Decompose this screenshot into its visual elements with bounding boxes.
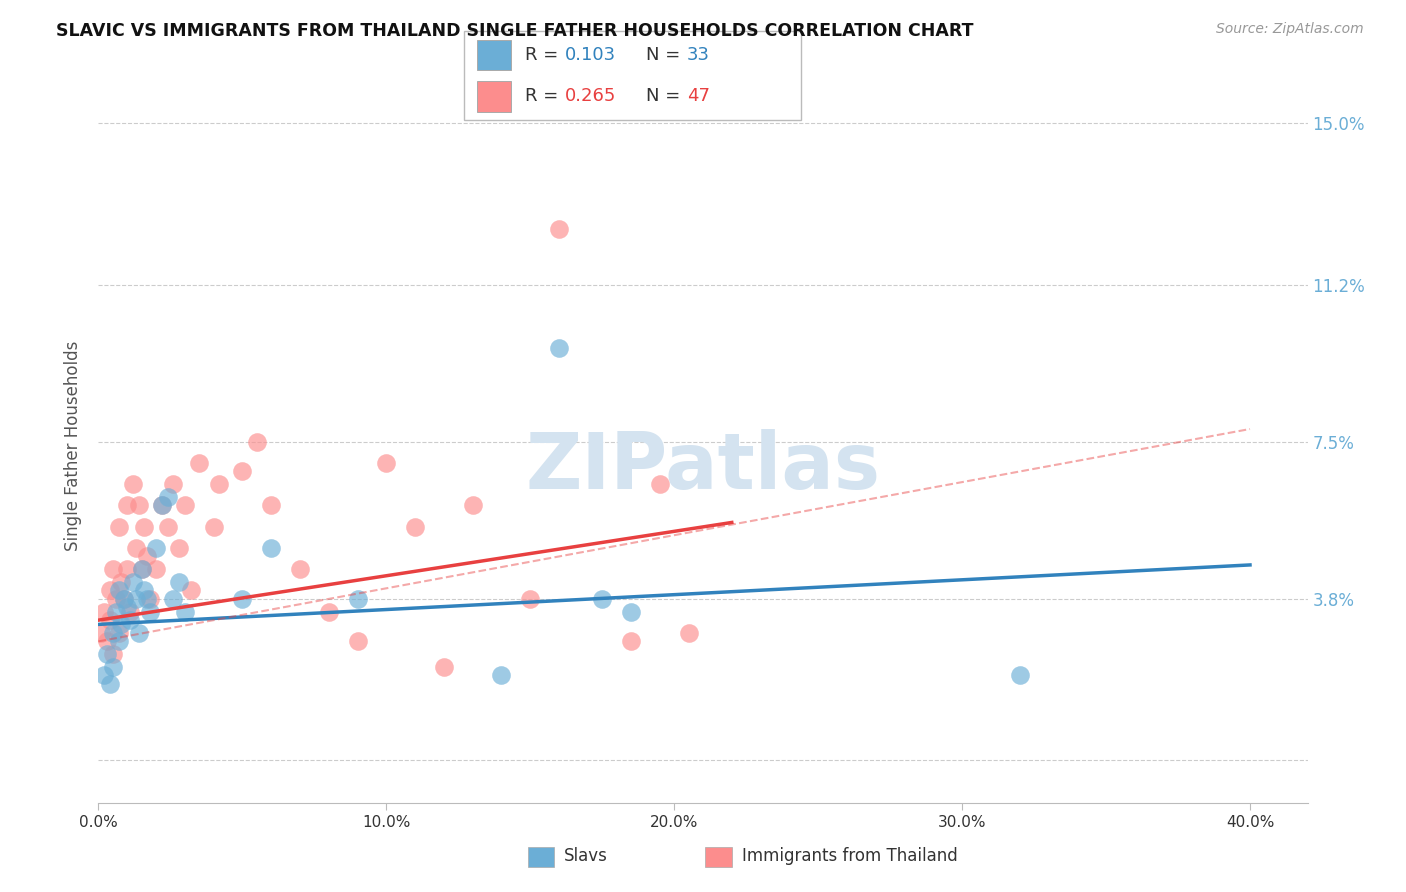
Text: Immigrants from Thailand: Immigrants from Thailand <box>742 847 957 865</box>
Point <box>648 477 671 491</box>
Point <box>125 541 148 555</box>
Point <box>107 634 129 648</box>
Point <box>180 583 202 598</box>
Point <box>156 519 179 533</box>
Point <box>188 456 211 470</box>
Point <box>346 591 368 606</box>
Text: Source: ZipAtlas.com: Source: ZipAtlas.com <box>1216 22 1364 37</box>
Point <box>125 591 148 606</box>
Point <box>115 600 138 615</box>
Text: R =: R = <box>524 87 564 105</box>
Point <box>120 613 142 627</box>
Text: N =: N = <box>647 46 686 64</box>
Point <box>173 605 195 619</box>
Point <box>162 591 184 606</box>
Point <box>139 591 162 606</box>
Point <box>101 647 124 661</box>
Point <box>288 562 311 576</box>
Text: N =: N = <box>647 87 686 105</box>
Y-axis label: Single Father Households: Single Father Households <box>65 341 83 551</box>
Point <box>591 591 613 606</box>
Point <box>110 617 132 632</box>
Point <box>173 499 195 513</box>
Point <box>107 626 129 640</box>
Point <box>98 677 121 691</box>
Point <box>131 562 153 576</box>
Point <box>231 465 253 479</box>
Point <box>93 605 115 619</box>
Point <box>110 574 132 589</box>
Point <box>346 634 368 648</box>
Point <box>122 477 145 491</box>
Point <box>156 490 179 504</box>
Point <box>131 562 153 576</box>
Point <box>260 541 283 555</box>
Text: Slavs: Slavs <box>564 847 607 865</box>
Point <box>128 626 150 640</box>
Point <box>112 591 135 606</box>
Point <box>208 477 231 491</box>
Point <box>461 499 484 513</box>
Point <box>318 605 340 619</box>
Text: 0.265: 0.265 <box>565 87 617 105</box>
Text: SLAVIC VS IMMIGRANTS FROM THAILAND SINGLE FATHER HOUSEHOLDS CORRELATION CHART: SLAVIC VS IMMIGRANTS FROM THAILAND SINGL… <box>56 22 974 40</box>
Point <box>136 549 159 564</box>
Point <box>678 626 700 640</box>
Point <box>260 499 283 513</box>
Point <box>433 660 456 674</box>
Point <box>90 626 112 640</box>
Point <box>101 660 124 674</box>
Point <box>122 574 145 589</box>
Point <box>112 591 135 606</box>
Text: 0.103: 0.103 <box>565 46 616 64</box>
Point <box>139 605 162 619</box>
Point <box>375 456 398 470</box>
Point <box>548 341 571 355</box>
Point <box>120 605 142 619</box>
Point <box>150 499 173 513</box>
Point <box>620 634 643 648</box>
Bar <box>478 81 512 112</box>
Point <box>101 626 124 640</box>
Point <box>96 647 118 661</box>
Point <box>202 519 225 533</box>
FancyBboxPatch shape <box>706 847 733 867</box>
Point <box>107 583 129 598</box>
Point <box>93 668 115 682</box>
Point <box>134 583 156 598</box>
Point <box>134 519 156 533</box>
Point <box>128 499 150 513</box>
Point <box>115 562 138 576</box>
Point <box>1008 668 1031 682</box>
Point <box>150 499 173 513</box>
Point <box>104 591 127 606</box>
Point <box>107 519 129 533</box>
Text: 47: 47 <box>686 87 710 105</box>
Point <box>404 519 426 533</box>
FancyBboxPatch shape <box>464 31 801 120</box>
Bar <box>478 40 512 70</box>
Point <box>96 634 118 648</box>
Point <box>145 562 167 576</box>
Point <box>167 541 190 555</box>
Text: ZIPatlas: ZIPatlas <box>526 429 880 506</box>
Point <box>246 434 269 449</box>
Point <box>115 499 138 513</box>
Point <box>98 583 121 598</box>
Point <box>98 613 121 627</box>
Text: R =: R = <box>524 46 564 64</box>
Text: 33: 33 <box>686 46 710 64</box>
Point <box>519 591 541 606</box>
Point <box>491 668 513 682</box>
Point <box>620 605 643 619</box>
FancyBboxPatch shape <box>527 847 554 867</box>
Point <box>101 562 124 576</box>
Point <box>167 574 190 589</box>
Point <box>548 222 571 236</box>
Point <box>104 605 127 619</box>
Point <box>231 591 253 606</box>
Point <box>136 591 159 606</box>
Point <box>162 477 184 491</box>
Point <box>145 541 167 555</box>
